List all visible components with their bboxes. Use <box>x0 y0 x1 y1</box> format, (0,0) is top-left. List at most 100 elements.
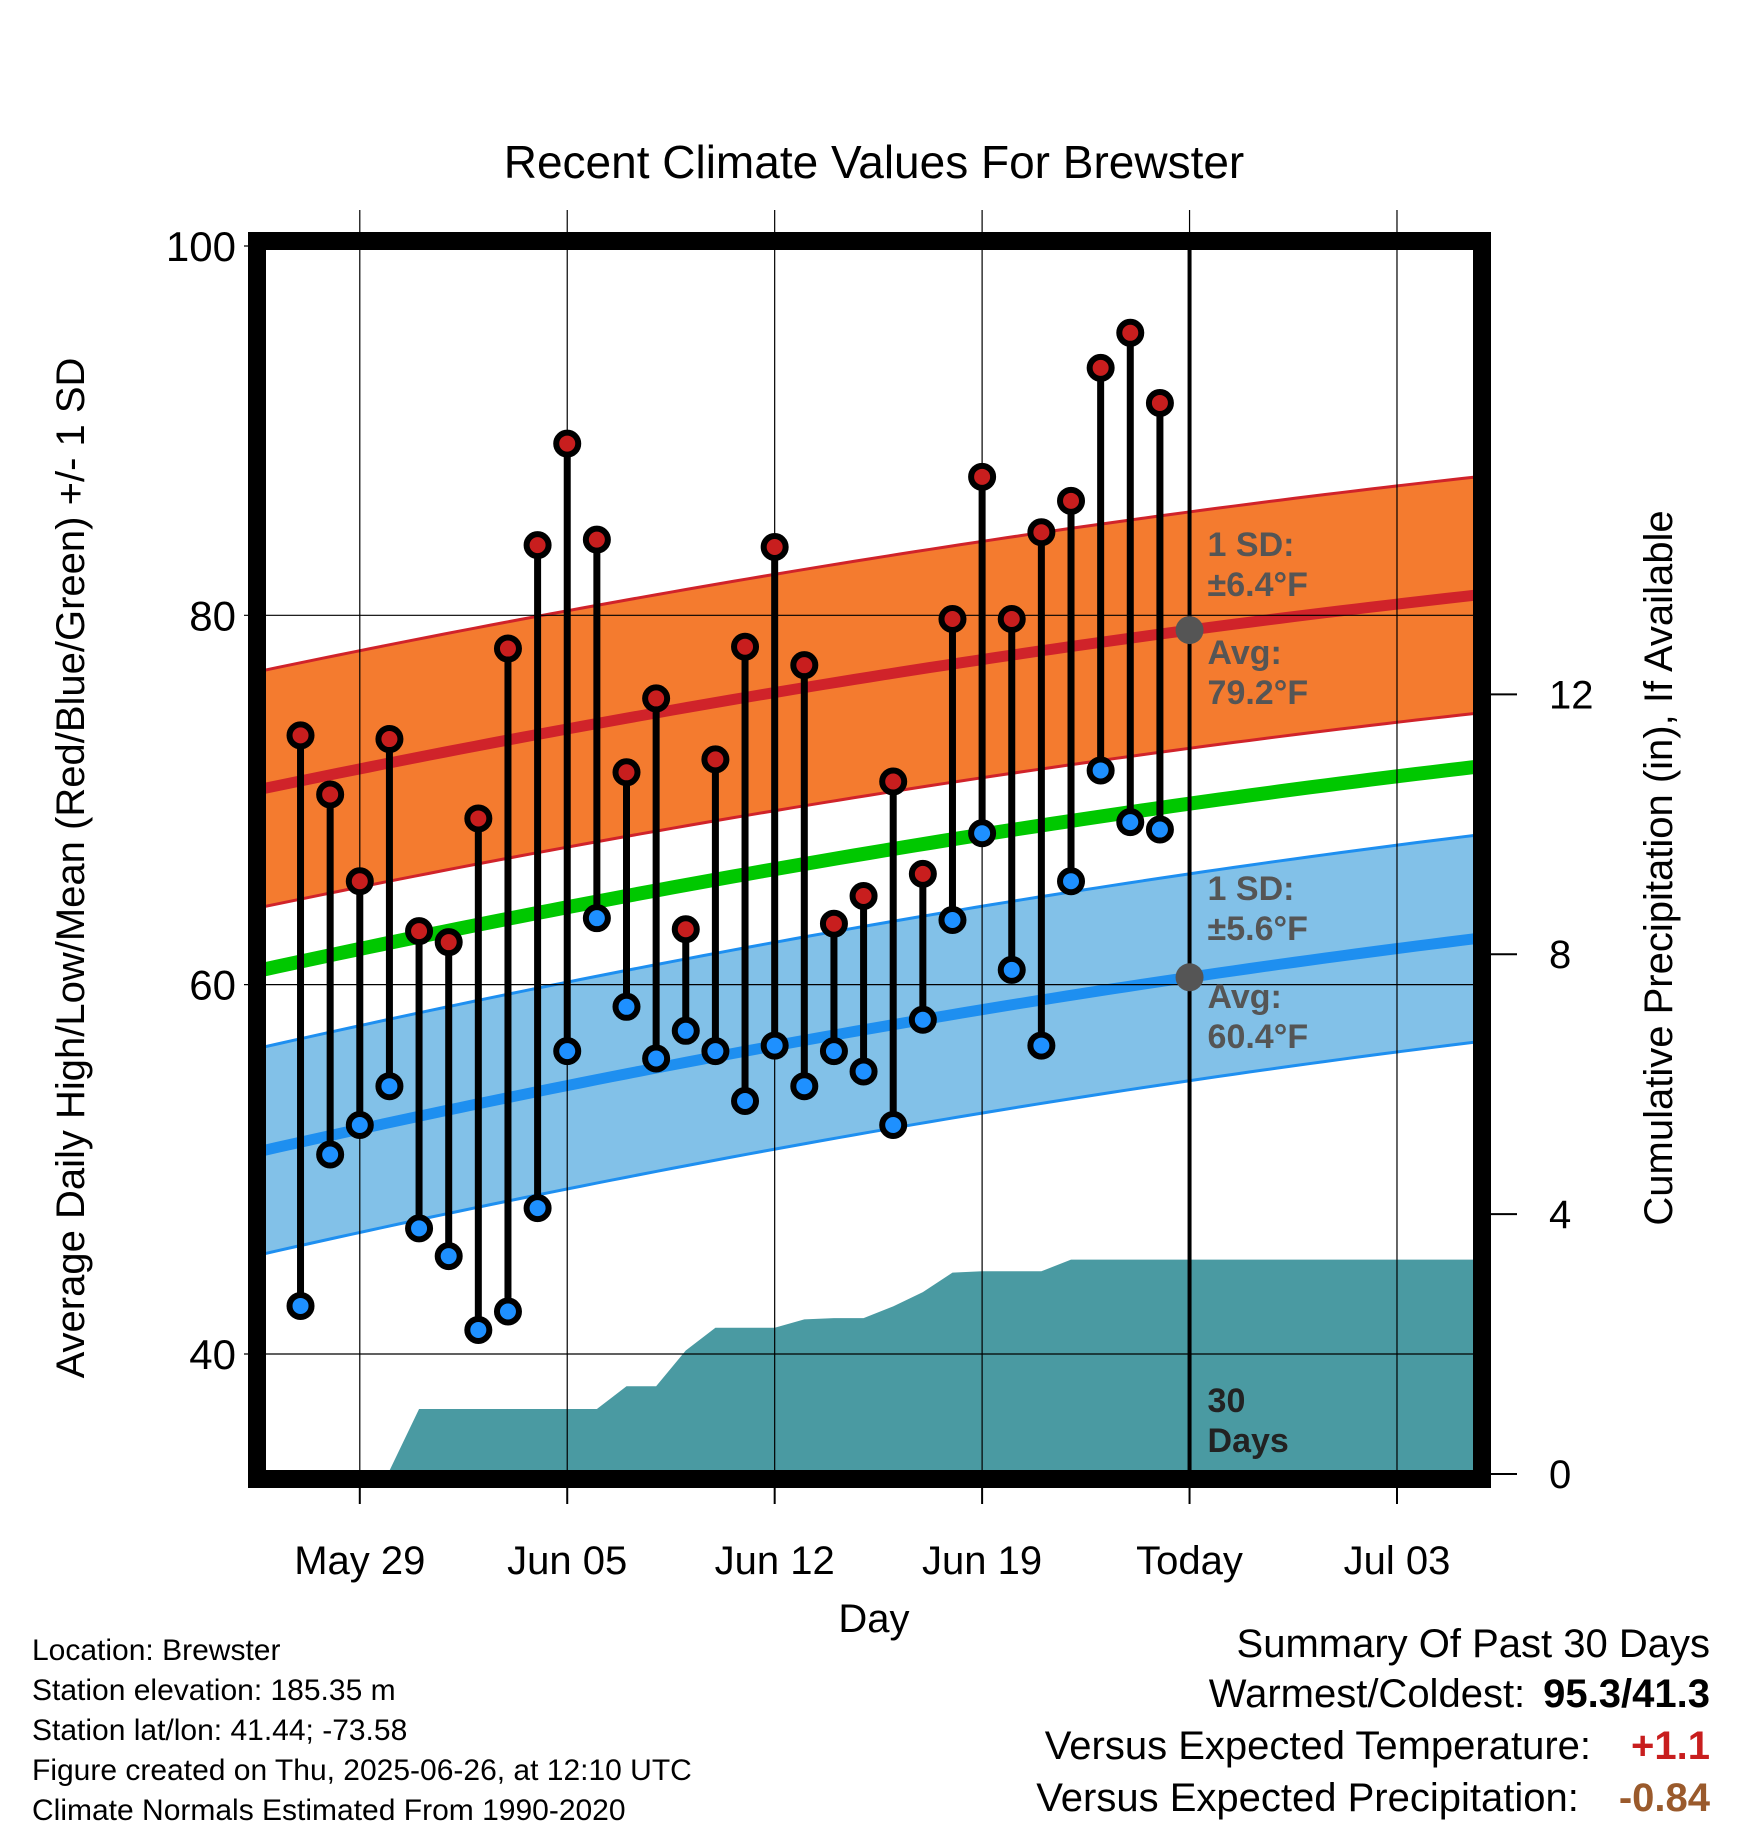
today-low-avg-marker <box>1175 963 1204 992</box>
daily-high-point <box>612 758 641 787</box>
daily-high-point <box>1027 518 1056 547</box>
x-tick-label: May 29 <box>294 1539 425 1583</box>
chart-title: Recent Climate Values For Brewster <box>504 136 1245 188</box>
low-sd-label: 1 SD: <box>1208 870 1295 908</box>
summary-temp-value: +1.1 <box>1631 1724 1710 1768</box>
summary-precip-label: Versus Expected Precipitation: <box>1036 1776 1579 1820</box>
high-sd-value: ±6.4°F <box>1208 566 1308 604</box>
daily-high-point <box>790 651 819 680</box>
summary-temp-label: Versus Expected Temperature: <box>1044 1724 1592 1768</box>
daily-high-point <box>908 859 937 888</box>
low-sd-value: ±5.6°F <box>1208 910 1308 948</box>
daily-low-point <box>938 906 967 935</box>
daily-low-point <box>316 1140 345 1169</box>
daily-high-point <box>345 867 374 896</box>
info-latlon: Station lat/lon: 41.44; -73.58 <box>32 1714 408 1747</box>
info-location: Location: Brewster <box>32 1634 281 1667</box>
normal-low-sd-band-upper-edge <box>262 833 1477 1049</box>
normal-high-sd-band-lower-edge <box>262 711 1477 909</box>
x-axis-label: Day <box>838 1597 909 1641</box>
daily-high-point <box>671 915 700 944</box>
daily-low-point <box>819 1037 848 1066</box>
daily-high-point <box>464 804 493 833</box>
today-high-avg-marker <box>1175 616 1204 645</box>
daily-low-point <box>1027 1031 1056 1060</box>
daily-high-point <box>286 721 315 750</box>
y-axis-label: Average Daily High/Low/Mean (Red/Blue/Gr… <box>49 358 93 1379</box>
daily-high-point <box>849 882 878 911</box>
daily-high-point <box>997 605 1026 634</box>
daily-low-point <box>997 955 1026 984</box>
daily-high-point <box>316 780 345 809</box>
daily-low-point <box>731 1086 760 1115</box>
daily-high-point <box>968 462 997 491</box>
daily-high-point <box>405 917 434 946</box>
summary-temp: Versus Expected Temperature: +1.1 <box>1045 1724 1710 1769</box>
x-tick-label: Jun 12 <box>715 1539 835 1583</box>
daily-high-point <box>701 745 730 774</box>
daily-high-point <box>760 532 789 561</box>
daily-low-point <box>286 1291 315 1320</box>
daily-low-point <box>701 1037 730 1066</box>
x-tick-label: Jul 03 <box>1344 1539 1451 1583</box>
info-created: Figure created on Thu, 2025-06-26, at 12… <box>32 1754 692 1787</box>
y2-tick-label: 12 <box>1549 673 1594 717</box>
summary-warm-cold-label: Warmest/Coldest: <box>1208 1672 1526 1716</box>
summary-warm-cold-value: 95.3/41.3 <box>1543 1672 1710 1716</box>
plot-frame <box>248 232 1491 1488</box>
y2-tick-label: 0 <box>1549 1453 1571 1497</box>
daily-low-point <box>1145 815 1174 844</box>
summary-title: Summary Of Past 30 Days <box>1236 1622 1710 1666</box>
daily-low-point <box>671 1016 700 1045</box>
low-avg-value: 60.4°F <box>1208 1018 1309 1056</box>
daily-high-point <box>938 605 967 634</box>
y2-axis-label: Cumulative Precipitation (in), If Availa… <box>1637 510 1681 1225</box>
normal-mean-line <box>262 759 1477 977</box>
high-avg-value: 79.2°F <box>1208 674 1309 712</box>
y-tick-label: 80 <box>189 592 236 639</box>
daily-low-point <box>1057 867 1086 896</box>
daily-low-point <box>612 992 641 1021</box>
daily-high-point <box>434 928 463 957</box>
high-avg-label: Avg: <box>1208 634 1282 672</box>
y-tick-label: 40 <box>189 1331 236 1378</box>
daily-low-point <box>553 1037 582 1066</box>
daily-low-point <box>464 1315 493 1344</box>
daily-high-point <box>642 684 671 713</box>
daily-high-point <box>553 429 582 458</box>
high-sd-label: 1 SD: <box>1208 526 1295 564</box>
daily-high-point <box>1145 388 1174 417</box>
daily-low-point <box>760 1031 789 1060</box>
daily-high-point <box>493 634 522 663</box>
normal-low-line <box>262 933 1477 1157</box>
daily-high-point <box>1116 318 1145 347</box>
daily-low-point <box>849 1057 878 1086</box>
y2-tick-label: 4 <box>1549 1193 1571 1237</box>
info-elevation: Station elevation: 185.35 m <box>32 1674 396 1707</box>
daily-low-point <box>405 1214 434 1243</box>
x-tick-label: Jun 19 <box>922 1539 1042 1583</box>
plot-area <box>262 475 1477 1474</box>
daily-high-point <box>523 531 552 560</box>
normal-low-sd-band-lower-edge <box>262 1040 1477 1256</box>
days-word-label: Days <box>1208 1422 1289 1460</box>
daily-high-point <box>879 767 908 796</box>
daily-low-point <box>434 1242 463 1271</box>
low-avg-label: Avg: <box>1208 978 1282 1016</box>
cumulative-precipitation-area <box>262 1259 1477 1474</box>
y2-tick-label: 8 <box>1549 933 1571 977</box>
daily-high-point <box>731 632 760 661</box>
normal-high-line <box>262 589 1477 795</box>
daily-low-point <box>879 1110 908 1139</box>
daily-low-point <box>375 1072 404 1101</box>
y-tick-label: 60 <box>189 962 236 1009</box>
normal-high-sd-band-upper-edge <box>262 475 1477 673</box>
info-normals: Climate Normals Estimated From 1990-2020 <box>32 1794 626 1827</box>
daily-high-point <box>1057 486 1086 515</box>
daily-low-point <box>582 904 611 933</box>
daily-low-point <box>642 1044 671 1073</box>
daily-low-point <box>1086 756 1115 785</box>
daily-high-point <box>582 525 611 554</box>
daily-low-point <box>493 1297 522 1326</box>
